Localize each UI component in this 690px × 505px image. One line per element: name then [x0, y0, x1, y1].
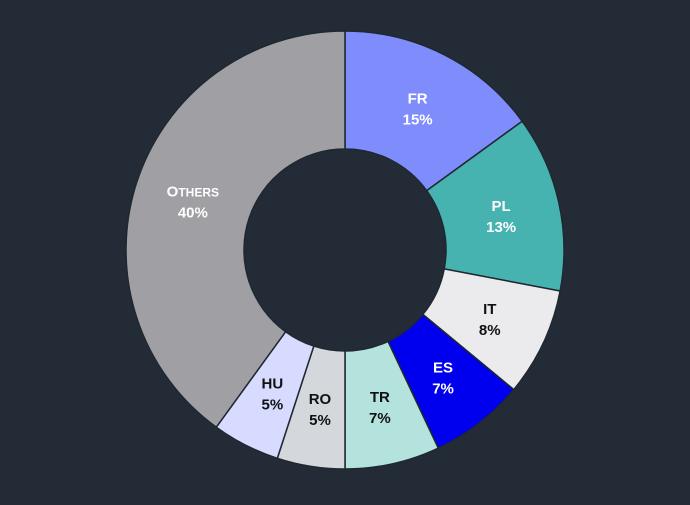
slice-value-fr: 15% [403, 111, 433, 128]
slice-label-tr: TR [370, 389, 390, 406]
slice-label-pl: PL [492, 198, 511, 215]
slice-others [125, 30, 346, 429]
slice-value-hu: 5% [262, 397, 284, 414]
slice-value-es: 7% [432, 380, 454, 397]
slice-label-group-others: OTHERS 40% [167, 184, 219, 222]
slice-label-ro: RO [309, 391, 332, 408]
slice-label-it: IT [483, 301, 496, 318]
slice-label-fr: FR [408, 90, 428, 107]
slice-value-tr: 7% [369, 410, 391, 427]
slice-label-hu: HU [262, 376, 284, 393]
slice-value-pl: 13% [486, 219, 516, 236]
slice-fr [344, 30, 524, 192]
slice-label-group-fr: FR 15% [403, 90, 433, 128]
slice-value-ro: 5% [309, 412, 331, 429]
slice-label-group-ro: RO 5% [309, 391, 332, 429]
slice-label-es: ES [433, 359, 453, 376]
slice-value-it: 8% [479, 322, 501, 339]
slice-pl [425, 120, 565, 292]
slice-value-others: 40% [178, 205, 208, 222]
slice-label-group-pl: PL 13% [486, 198, 516, 236]
slice-label-others: OTHERS [167, 184, 219, 201]
slice-label-group-hu: HU 5% [262, 376, 284, 414]
slice-label-group-it: IT 8% [479, 301, 501, 339]
slice-label-group-es: ES 7% [432, 359, 454, 397]
slice-label-group-tr: TR 7% [369, 389, 391, 427]
